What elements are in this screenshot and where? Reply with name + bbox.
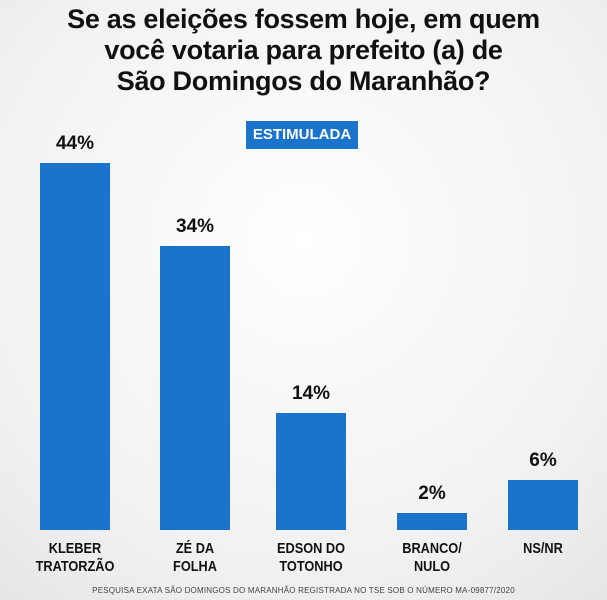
bar [160, 246, 230, 530]
chart-title: Se as eleições fossem hoje, em quem você… [67, 4, 540, 96]
footnote: PESQUISA EXATA SÃO DOMINGOS DO MARANHÃO … [92, 586, 515, 595]
bar [397, 513, 467, 530]
value-label: 2% [418, 483, 446, 505]
bar [276, 413, 346, 530]
bar [40, 163, 110, 530]
category-label: NS/NR [523, 540, 563, 557]
category-label: ZÉ DA FOLHA [173, 540, 217, 575]
value-label: 14% [291, 383, 331, 405]
value-label: 6% [529, 449, 557, 471]
category-label: BRANCO/ NULO [402, 540, 462, 575]
subtitle-badge: ESTIMULADA [246, 121, 358, 149]
category-label: EDSON DO TOTONHO [276, 540, 345, 575]
category-label: KLEBER TRATORZÃO [35, 540, 115, 575]
value-label: 34% [175, 216, 215, 238]
value-label: 44% [55, 133, 95, 155]
bar [508, 479, 578, 530]
